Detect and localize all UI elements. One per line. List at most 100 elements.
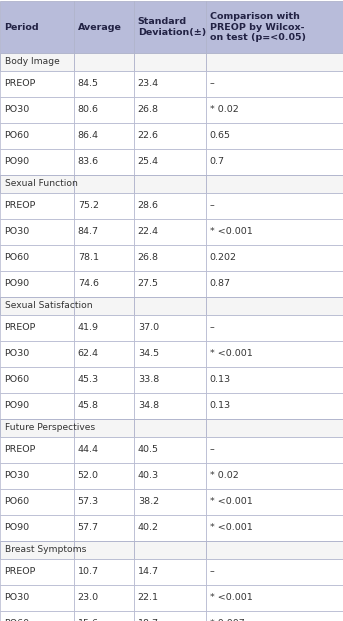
Bar xyxy=(0,341,74,367)
Text: 27.5: 27.5 xyxy=(138,279,159,289)
Bar xyxy=(206,315,343,341)
Bar xyxy=(0,297,343,315)
Bar xyxy=(0,175,74,193)
Text: PO30: PO30 xyxy=(4,106,29,114)
Bar xyxy=(206,149,343,175)
Text: * 0.02: * 0.02 xyxy=(210,106,238,114)
Text: * <0.001: * <0.001 xyxy=(210,227,252,237)
Text: 14.7: 14.7 xyxy=(138,568,159,576)
Text: PO30: PO30 xyxy=(4,350,29,358)
Bar xyxy=(74,541,134,559)
Text: 0.13: 0.13 xyxy=(210,402,231,410)
Text: PO60: PO60 xyxy=(4,497,29,507)
Bar xyxy=(134,53,206,71)
Bar xyxy=(0,53,343,71)
Bar xyxy=(0,489,74,515)
Bar xyxy=(0,149,74,175)
Text: * <0.001: * <0.001 xyxy=(210,594,252,602)
Bar xyxy=(134,367,206,393)
Bar xyxy=(74,245,134,271)
Bar xyxy=(0,419,343,437)
Text: PREOP: PREOP xyxy=(4,445,35,455)
Bar xyxy=(74,315,134,341)
Text: 34.5: 34.5 xyxy=(138,350,159,358)
Text: Body Image: Body Image xyxy=(5,58,60,66)
Text: Future Perspectives: Future Perspectives xyxy=(5,424,95,432)
Bar xyxy=(206,611,343,621)
Text: * 0.007: * 0.007 xyxy=(210,620,245,621)
Text: PREOP: PREOP xyxy=(4,324,35,332)
Text: PREOP: PREOP xyxy=(4,201,35,211)
Bar xyxy=(134,315,206,341)
Bar xyxy=(206,71,343,97)
Bar xyxy=(74,437,134,463)
Text: Sexual Satisfaction: Sexual Satisfaction xyxy=(5,302,93,310)
Bar xyxy=(134,297,206,315)
Text: 25.4: 25.4 xyxy=(138,158,159,166)
Bar xyxy=(0,53,74,71)
Bar xyxy=(74,97,134,123)
Text: 0.13: 0.13 xyxy=(210,376,231,384)
Text: –: – xyxy=(210,201,215,211)
Text: 26.8: 26.8 xyxy=(138,106,159,114)
Bar xyxy=(134,515,206,541)
Text: 0.65: 0.65 xyxy=(210,132,231,140)
Bar xyxy=(206,541,343,559)
Bar xyxy=(206,175,343,193)
Bar xyxy=(0,71,74,97)
Bar xyxy=(0,315,74,341)
Text: 10.7: 10.7 xyxy=(78,568,99,576)
Bar xyxy=(134,611,206,621)
Bar xyxy=(134,463,206,489)
Text: 23.0: 23.0 xyxy=(78,594,99,602)
Bar xyxy=(206,219,343,245)
Text: 0.7: 0.7 xyxy=(210,158,225,166)
Text: PO60: PO60 xyxy=(4,620,29,621)
Bar xyxy=(206,463,343,489)
Text: 26.8: 26.8 xyxy=(138,253,159,263)
Text: Comparison with
PREOP by Wilcox-
on test (p=<0.05): Comparison with PREOP by Wilcox- on test… xyxy=(210,12,306,42)
Text: –: – xyxy=(210,445,215,455)
Bar xyxy=(0,219,74,245)
Bar xyxy=(206,193,343,219)
Text: 57.7: 57.7 xyxy=(78,524,99,532)
Bar xyxy=(0,97,74,123)
Bar xyxy=(206,393,343,419)
Bar xyxy=(74,219,134,245)
Bar xyxy=(206,123,343,149)
Text: PO30: PO30 xyxy=(4,227,29,237)
Bar xyxy=(134,1,206,53)
Text: Average: Average xyxy=(78,22,122,32)
Bar xyxy=(74,489,134,515)
Text: 62.4: 62.4 xyxy=(78,350,99,358)
Bar xyxy=(134,393,206,419)
Bar xyxy=(206,271,343,297)
Bar xyxy=(0,419,74,437)
Bar xyxy=(74,297,134,315)
Text: Period: Period xyxy=(4,22,39,32)
Bar xyxy=(206,53,343,71)
Bar xyxy=(206,297,343,315)
Bar xyxy=(134,541,206,559)
Text: 84.7: 84.7 xyxy=(78,227,99,237)
Bar xyxy=(74,123,134,149)
Text: 78.1: 78.1 xyxy=(78,253,99,263)
Text: PO60: PO60 xyxy=(4,376,29,384)
Text: * 0.02: * 0.02 xyxy=(210,471,238,481)
Text: PO90: PO90 xyxy=(4,279,29,289)
Text: PO60: PO60 xyxy=(4,253,29,263)
Bar xyxy=(0,541,343,559)
Text: PREOP: PREOP xyxy=(4,79,35,89)
Text: Sexual Function: Sexual Function xyxy=(5,179,78,189)
Text: 75.2: 75.2 xyxy=(78,201,99,211)
Text: –: – xyxy=(210,568,215,576)
Bar xyxy=(134,559,206,585)
Text: 57.3: 57.3 xyxy=(78,497,99,507)
Text: PO90: PO90 xyxy=(4,402,29,410)
Bar xyxy=(74,463,134,489)
Bar xyxy=(0,245,74,271)
Text: 40.2: 40.2 xyxy=(138,524,159,532)
Bar xyxy=(0,585,74,611)
Bar xyxy=(206,559,343,585)
Text: 86.4: 86.4 xyxy=(78,132,99,140)
